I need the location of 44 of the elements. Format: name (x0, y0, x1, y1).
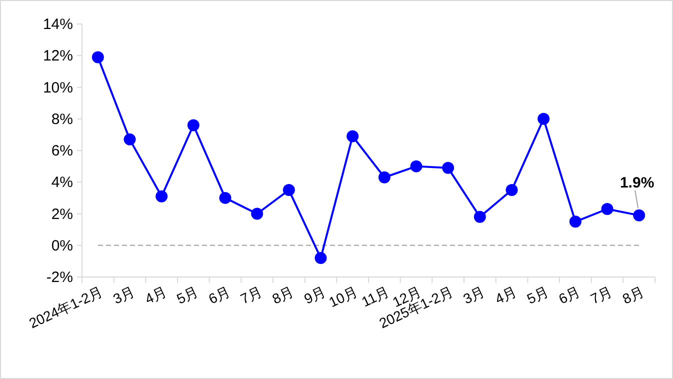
point (92, 51, 104, 64)
point (633, 209, 646, 222)
point (219, 192, 232, 204)
y-tick-label: 8% (51, 110, 73, 128)
point (569, 216, 582, 228)
x-tick-label: 8月 (270, 283, 296, 307)
x-tick-label: 5月 (174, 283, 201, 307)
point (538, 112, 550, 125)
x-tick-label: 7月 (238, 283, 264, 307)
y-tick-label: 14% (42, 16, 73, 33)
x-tick-label: 9月 (302, 283, 328, 307)
y-tick-label: 12% (42, 48, 73, 65)
point (601, 203, 614, 216)
point (506, 184, 518, 196)
x-tick-label: 2024年1-2月 (26, 283, 106, 332)
x-tick-label: 3月 (460, 283, 488, 307)
x-tick-label: 6月 (556, 283, 583, 307)
x-tick-label: 11月 (359, 283, 392, 310)
y-tick-label: 4% (51, 174, 73, 192)
x-tick-label: 6月 (206, 283, 233, 307)
y-tick-label: 10% (42, 79, 73, 96)
y-tick-label: -2% (46, 269, 73, 286)
y-tick-label: 0% (51, 237, 73, 254)
point (124, 133, 136, 146)
point (187, 119, 200, 132)
x-tick-label: 4月 (492, 283, 520, 307)
y-tick-label: 2% (51, 206, 73, 223)
x-tick-label: 3月 (110, 283, 138, 307)
point (442, 162, 454, 174)
point (314, 252, 327, 264)
point (474, 210, 486, 223)
data-label: 1.9% (620, 174, 654, 192)
x-tick-label: 8月 (620, 283, 646, 307)
x-tick-label: 10月 (326, 283, 360, 310)
point (346, 130, 359, 142)
x-tick-label: 5月 (524, 283, 551, 307)
point (378, 171, 390, 184)
y-tick-label: 6% (51, 142, 73, 160)
point (156, 190, 168, 202)
point (282, 184, 295, 196)
point (410, 160, 422, 172)
point (251, 208, 264, 220)
x-tick-label: 7月 (588, 283, 615, 307)
x-tick-label: 4月 (142, 283, 169, 307)
